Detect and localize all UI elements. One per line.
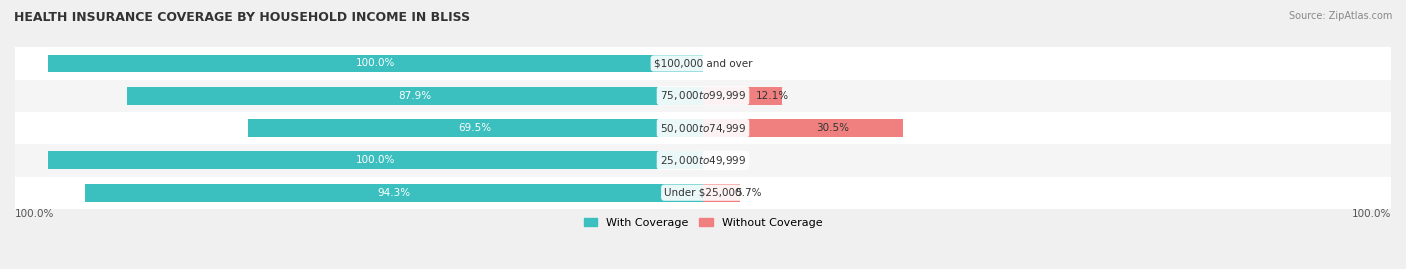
Text: Source: ZipAtlas.com: Source: ZipAtlas.com (1288, 11, 1392, 21)
Text: 100.0%: 100.0% (15, 209, 55, 219)
Text: 87.9%: 87.9% (398, 91, 432, 101)
Text: 100.0%: 100.0% (356, 58, 395, 68)
Text: 94.3%: 94.3% (377, 188, 411, 198)
Bar (15, 112, 1391, 144)
Bar (15, 144, 1391, 176)
Bar (703, 87, 782, 105)
Text: 100.0%: 100.0% (356, 155, 395, 165)
Bar (48, 55, 703, 72)
Text: $25,000 to $49,999: $25,000 to $49,999 (659, 154, 747, 167)
Bar (247, 119, 703, 137)
Bar (15, 80, 1391, 112)
Bar (703, 119, 903, 137)
Text: 5.7%: 5.7% (735, 188, 761, 198)
Text: Under $25,000: Under $25,000 (664, 188, 742, 198)
Bar (15, 47, 1391, 80)
Text: HEALTH INSURANCE COVERAGE BY HOUSEHOLD INCOME IN BLISS: HEALTH INSURANCE COVERAGE BY HOUSEHOLD I… (14, 11, 470, 24)
Text: $50,000 to $74,999: $50,000 to $74,999 (659, 122, 747, 134)
Bar (48, 151, 703, 169)
Bar (15, 176, 1391, 209)
Text: 30.5%: 30.5% (815, 123, 849, 133)
Text: $75,000 to $99,999: $75,000 to $99,999 (659, 89, 747, 102)
Text: $100,000 and over: $100,000 and over (654, 58, 752, 68)
Text: 12.1%: 12.1% (756, 91, 789, 101)
Text: 69.5%: 69.5% (458, 123, 492, 133)
Legend: With Coverage, Without Coverage: With Coverage, Without Coverage (579, 213, 827, 232)
Text: 100.0%: 100.0% (1351, 209, 1391, 219)
Bar (86, 184, 703, 201)
Bar (703, 184, 741, 201)
Bar (127, 87, 703, 105)
